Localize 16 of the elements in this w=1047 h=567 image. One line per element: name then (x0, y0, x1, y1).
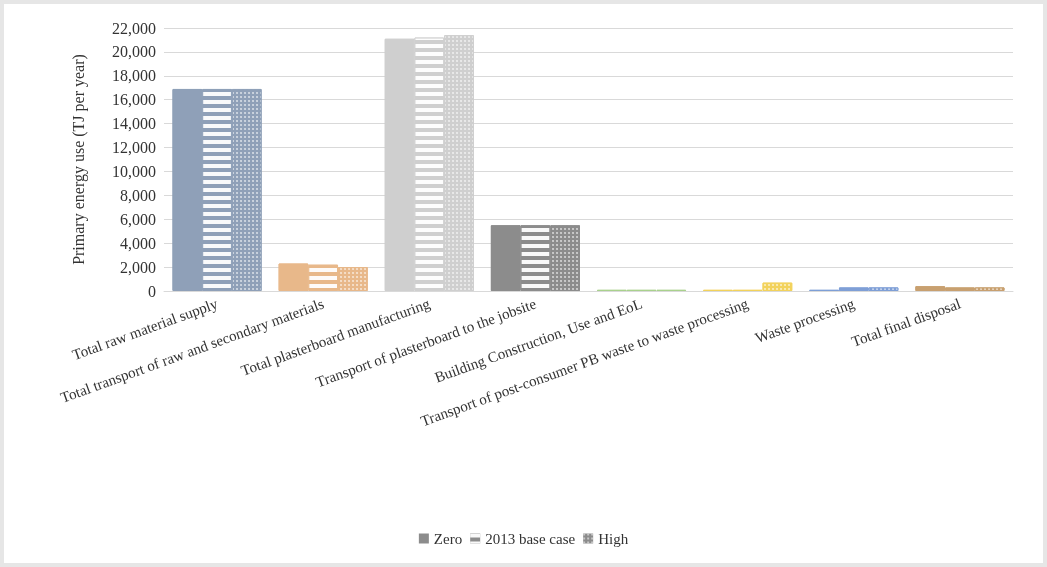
y-tick-label: 0 (148, 282, 156, 300)
y-tick-label: 8,000 (120, 186, 156, 204)
y-tick-label: 22,000 (112, 19, 156, 37)
y-tick-label: 14,000 (112, 115, 156, 133)
y-tick-label: 2,000 (120, 258, 156, 276)
legend-label: Zero (433, 530, 463, 547)
y-tick-label: 6,000 (120, 210, 156, 228)
y-tick-label: 18,000 (112, 67, 156, 85)
y-tick-label: 20,000 (112, 43, 156, 61)
y-tick-label: 4,000 (120, 234, 156, 252)
legend-label: High (598, 530, 629, 547)
y-tick-label: 10,000 (112, 162, 156, 180)
y-tick-label: 16,000 (112, 91, 156, 109)
legend-label: 2013 base case (485, 530, 576, 547)
y-tick-label: 12,000 (112, 139, 156, 157)
y-axis-title: Primary energy use (TJ per year) (69, 54, 88, 265)
